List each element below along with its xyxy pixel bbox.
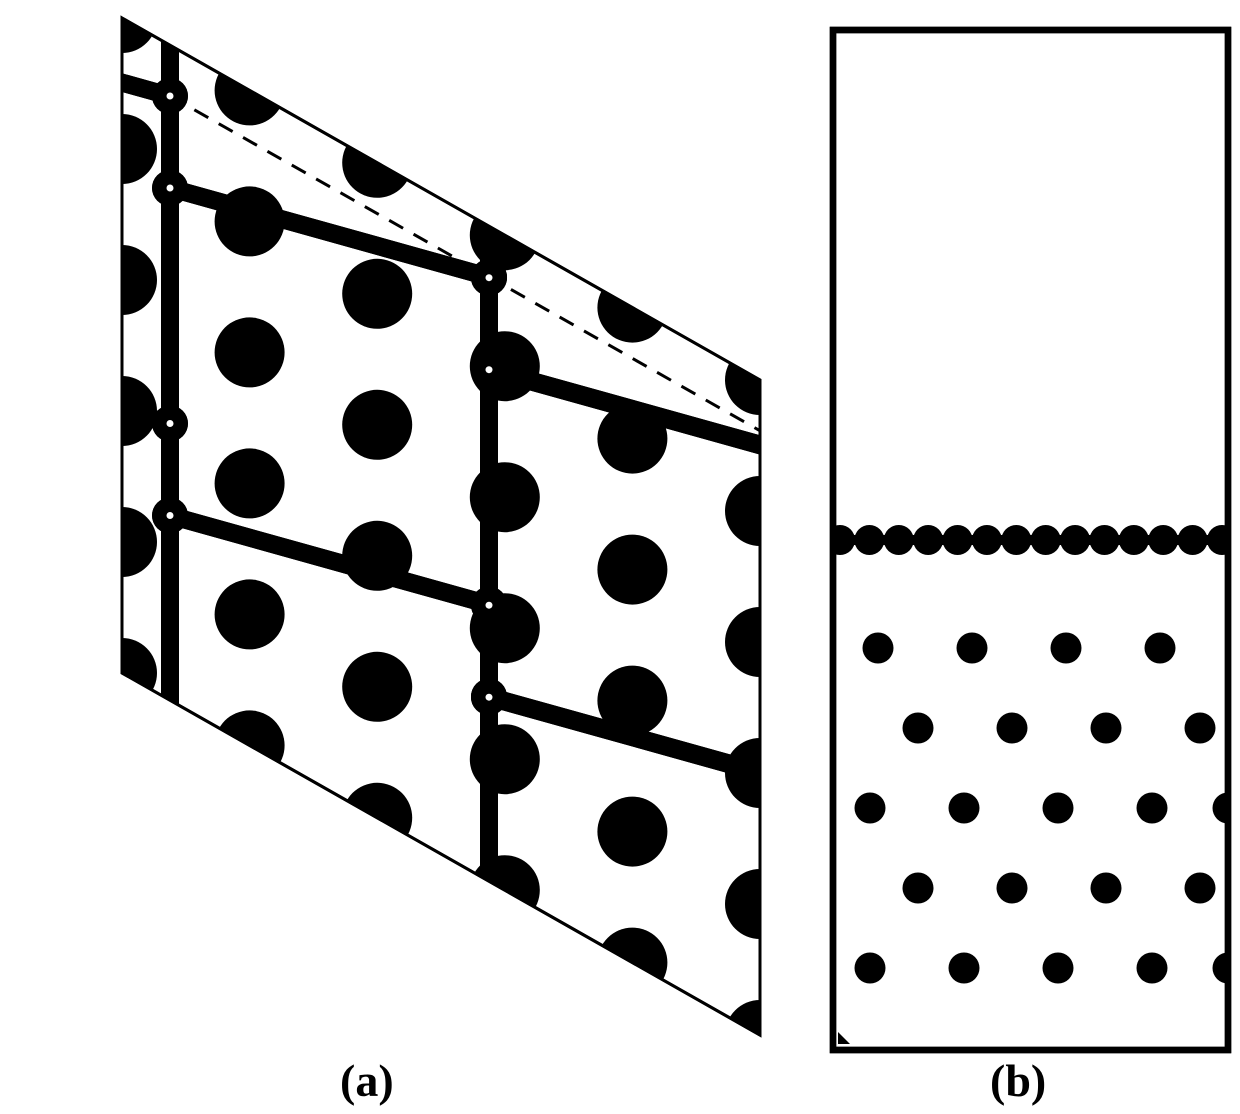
- figure-canvas: (a) (b): [0, 0, 1240, 1114]
- panel-a-caption: (a): [340, 1054, 394, 1107]
- panel-b-svg: [0, 0, 1240, 1114]
- panel-b-caption: (b): [990, 1054, 1046, 1107]
